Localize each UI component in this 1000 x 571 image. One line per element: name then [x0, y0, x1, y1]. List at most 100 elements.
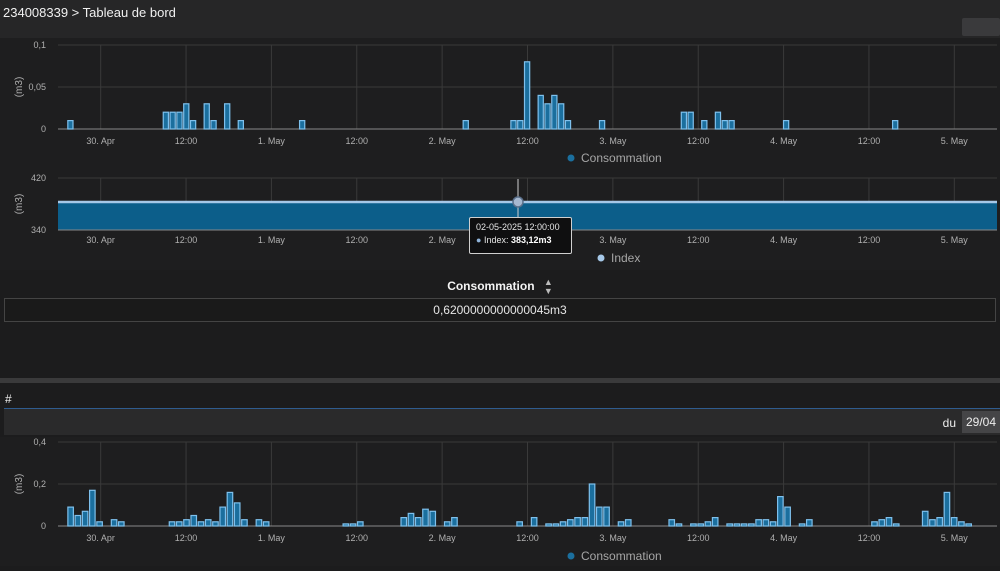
bar	[878, 519, 886, 527]
y-tick-label: 0	[41, 521, 46, 531]
x-tick-label: 12:00	[858, 533, 881, 543]
x-tick-label: 12:00	[858, 136, 881, 146]
bar	[701, 119, 708, 130]
legend-label: Consommation	[581, 151, 662, 165]
x-tick-label: 4. May	[770, 136, 798, 146]
date-filter-bar: du 29/04	[4, 408, 1000, 435]
y-tick-label: 0,1	[33, 40, 46, 50]
du-label: du	[942, 416, 956, 430]
x-tick-label: 12:00	[175, 235, 198, 245]
bar	[530, 516, 538, 527]
menu-button[interactable]	[962, 18, 1000, 36]
bar	[552, 523, 560, 527]
bar	[762, 519, 770, 527]
x-tick-label: 3. May	[599, 235, 627, 245]
legend-label: Index	[611, 251, 640, 265]
bar	[462, 119, 469, 130]
bar	[81, 510, 89, 527]
bar	[711, 516, 719, 527]
bar	[545, 523, 552, 527]
bar	[675, 523, 683, 527]
bar	[190, 514, 198, 527]
bar	[784, 506, 791, 527]
bar	[551, 94, 558, 130]
bar	[891, 119, 899, 130]
x-tick-label: 12:00	[858, 235, 881, 245]
bar	[523, 61, 531, 130]
sort-icon[interactable]: ▲ ▼	[543, 277, 553, 296]
x-tick-label: 30. Apr	[86, 136, 115, 146]
breadcrumb: 234008339 > Tableau de bord	[3, 5, 176, 20]
bar	[443, 521, 451, 527]
bar	[564, 119, 572, 130]
bar	[516, 521, 523, 527]
x-tick-label: 12:00	[687, 235, 710, 245]
y-tick-label: 0	[41, 124, 46, 134]
bar	[241, 519, 248, 527]
x-tick-label: 30. Apr	[86, 533, 115, 543]
bar	[169, 111, 176, 130]
bar	[690, 523, 697, 527]
bar	[298, 119, 306, 130]
bar	[168, 521, 176, 527]
y-tick-label: 420	[31, 173, 46, 183]
y-tick-label: 340	[31, 225, 46, 235]
bar	[537, 94, 544, 130]
section-hash-label: #	[5, 392, 12, 406]
bar	[203, 103, 210, 130]
bar	[617, 521, 625, 527]
x-tick-label: 4. May	[770, 533, 798, 543]
bar	[574, 516, 581, 527]
bar	[777, 495, 784, 527]
y-tick-label: 0,2	[33, 479, 46, 489]
start-date-input[interactable]: 29/04	[962, 411, 1000, 433]
bar	[697, 523, 705, 527]
chart-tooltip: 02-05-2025 12:00:00 ● Index: 383,12m3	[469, 217, 572, 254]
bar	[687, 111, 694, 130]
x-tick-label: 12:00	[346, 235, 369, 245]
legend-marker-icon	[567, 154, 575, 162]
hover-point	[512, 196, 524, 208]
bar	[965, 523, 973, 527]
bar	[74, 514, 82, 527]
bar	[117, 521, 125, 527]
tooltip-value: 383,12m3	[510, 235, 552, 245]
bar	[210, 119, 217, 130]
bar	[936, 516, 944, 527]
bar	[680, 111, 688, 130]
bar	[755, 519, 762, 527]
bar	[255, 519, 263, 527]
x-tick-label: 3. May	[599, 136, 627, 146]
bar	[349, 523, 357, 527]
x-tick-label: 12:00	[516, 136, 539, 146]
bar	[342, 523, 350, 527]
bar	[559, 521, 567, 527]
bar	[782, 119, 790, 130]
y-axis-title: (m3)	[14, 474, 25, 495]
bar	[429, 510, 437, 527]
bar	[110, 519, 118, 527]
bar	[748, 523, 755, 527]
bar	[581, 516, 589, 527]
tooltip-bullet-icon: ●	[476, 235, 482, 245]
bar	[175, 521, 183, 527]
bar	[805, 519, 813, 527]
x-tick-label: 12:00	[687, 136, 710, 146]
bar	[557, 103, 565, 130]
x-tick-label: 2. May	[429, 533, 457, 543]
bar	[223, 103, 231, 130]
bar	[544, 103, 551, 130]
x-tick-label: 5. May	[941, 235, 969, 245]
legend-marker-icon	[567, 552, 575, 560]
bar	[728, 119, 735, 130]
bar	[356, 521, 364, 527]
y-axis-title: (m3)	[14, 194, 25, 215]
bar	[769, 521, 777, 527]
chart-consommation-2-panel: 0 0,2 0,4 30. Apr 12:00 1. May 12:00 2. May 12:0…	[0, 437, 1000, 566]
x-tick-label: 5. May	[941, 533, 969, 543]
top-bar: 234008339 > Tableau de bord	[0, 0, 1000, 39]
bar	[226, 491, 234, 527]
table-header-consommation[interactable]: Consommation ▲ ▼	[0, 278, 1000, 296]
y-tick-label: 0,05	[28, 82, 46, 92]
bar	[67, 119, 74, 130]
